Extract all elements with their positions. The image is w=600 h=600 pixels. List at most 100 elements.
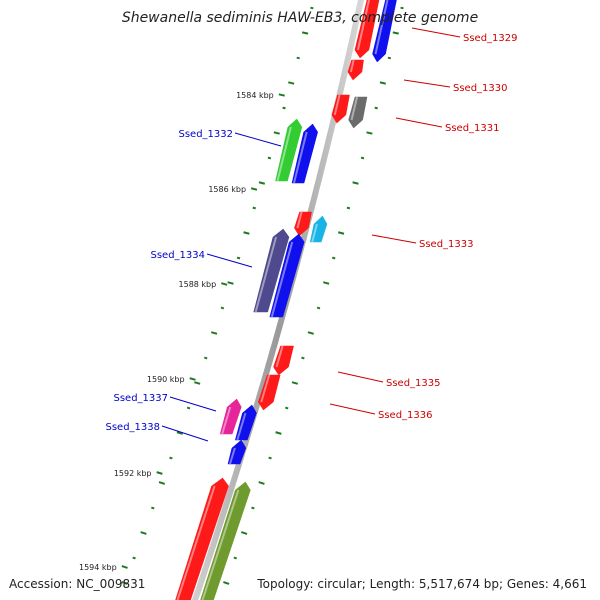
outer-tick — [268, 456, 272, 460]
inner-tick — [140, 531, 147, 535]
outer-tick — [301, 356, 305, 360]
gene-ssed-1332b — [291, 123, 318, 184]
outer-tick — [240, 531, 248, 535]
gene-label-leader — [371, 234, 417, 244]
inner-tick — [220, 306, 225, 310]
gene-label: Ssed_1336 — [378, 410, 433, 421]
gene-ssed-1337a-highlight — [221, 406, 232, 435]
gene-ssed-1333b — [309, 215, 328, 243]
inner-tick — [194, 381, 201, 385]
inner-tick — [169, 456, 173, 460]
gene-ssed-1333a — [294, 211, 312, 237]
scale-label: 1592 kbp — [114, 469, 152, 478]
gene-ssed-1332a — [275, 118, 303, 182]
gene-large-red-highlight — [176, 485, 216, 600]
gene-ssed-1332a-highlight — [276, 126, 292, 182]
gene-large-red — [175, 477, 229, 600]
gene-label: Ssed_1333 — [419, 239, 474, 250]
scale-label: 1584 kbp — [236, 91, 274, 100]
gene-ssed-1334a — [253, 228, 290, 313]
scale-label: 1594 kbp — [79, 563, 117, 572]
outer-tick — [352, 181, 359, 185]
gene-label-leader — [206, 253, 253, 268]
inner-tick — [176, 431, 183, 435]
gene-ssed-1331a — [331, 94, 350, 124]
inner-tick — [296, 56, 300, 60]
gene-ssed-1329b-highlight — [374, 0, 389, 55]
gene-label-leader — [169, 396, 217, 412]
outer-tick — [366, 131, 373, 135]
inner-tick — [282, 106, 286, 110]
gene-label-leader — [403, 79, 451, 88]
inner-tick — [252, 206, 256, 210]
gene-ssed-1333b-highlight — [311, 223, 318, 243]
genome-summary-text: Topology: circular; Length: 5,517,674 bp… — [253, 576, 591, 591]
gene-ssed-1334a-highlight — [254, 236, 278, 313]
gene-large-olive-highlight — [201, 489, 240, 600]
scale-label: 1586 kbp — [208, 185, 246, 194]
gene-label: Ssed_1329 — [463, 33, 518, 44]
accession-text: Accession: NC_009831 — [9, 577, 146, 591]
gene-ssed-1332b-highlight — [293, 131, 308, 184]
gene-ssed-1337a — [219, 398, 242, 435]
outer-tick — [337, 231, 345, 235]
outer-tick — [307, 331, 314, 335]
gene-ssed-1338-highlight — [229, 447, 236, 465]
inner-tick — [288, 81, 295, 85]
gene-ssed-1330-highlight — [349, 59, 355, 73]
gene-label: Ssed_1330 — [453, 83, 508, 94]
gene-ssed-1335 — [273, 345, 294, 376]
gene-ssed-1331b-highlight — [350, 96, 359, 121]
scale-tick — [250, 187, 258, 191]
gene-label: Ssed_1332 — [178, 129, 233, 140]
gene-label-leader — [234, 132, 282, 147]
outer-tick — [223, 581, 230, 585]
gene-label-leader — [161, 425, 209, 442]
outer-tick — [258, 481, 265, 485]
outer-tick — [291, 381, 299, 385]
outer-tick — [346, 206, 351, 210]
scale-tick — [121, 565, 128, 569]
gene-label-leader — [411, 27, 461, 38]
map-title: Shewanella sediminis HAW-EB3, complete g… — [121, 10, 479, 26]
inner-tick — [243, 231, 250, 235]
outer-tick — [400, 6, 404, 10]
gene-label: Ssed_1335 — [386, 378, 441, 389]
inner-tick — [132, 556, 136, 560]
inner-tick — [210, 331, 218, 335]
inner-tick — [186, 406, 191, 410]
gene-ssed-1329a-highlight — [356, 0, 370, 51]
gene-ssed-1336-highlight — [260, 374, 271, 403]
gene-label: Ssed_1337 — [113, 393, 168, 404]
inner-tick — [227, 281, 234, 285]
gene-ssed-1338 — [227, 439, 247, 465]
gene-large-olive — [200, 481, 251, 600]
inner-tick — [151, 506, 155, 510]
gene-ssed-1336 — [258, 374, 281, 411]
gene-label-leader — [337, 371, 384, 383]
gene-label: Ssed_1331 — [445, 123, 500, 134]
gene-ssed-1335-highlight — [275, 345, 284, 368]
outer-tick — [360, 156, 365, 160]
gene-ssed-1334b-highlight — [270, 241, 294, 318]
outer-tick — [332, 256, 336, 260]
outer-tick — [387, 56, 392, 60]
gene-ssed-1333a-highlight — [296, 211, 303, 229]
inner-tick — [273, 131, 280, 135]
gene-ssed-1330 — [347, 59, 364, 81]
gene-ssed-1331b — [348, 96, 368, 129]
scale-tick — [278, 93, 285, 97]
gene-label: Ssed_1334 — [150, 250, 205, 261]
inner-tick — [236, 256, 241, 260]
gene-ssed-1337b-highlight — [236, 412, 247, 441]
outer-tick — [275, 431, 282, 435]
inner-tick — [267, 156, 272, 160]
gene-label-leader — [395, 117, 443, 128]
inner-tick — [121, 581, 128, 585]
inner-tick — [158, 481, 166, 485]
gene-ssed-1329a — [354, 0, 380, 59]
inner-tick — [204, 356, 208, 360]
inner-tick — [310, 6, 314, 10]
